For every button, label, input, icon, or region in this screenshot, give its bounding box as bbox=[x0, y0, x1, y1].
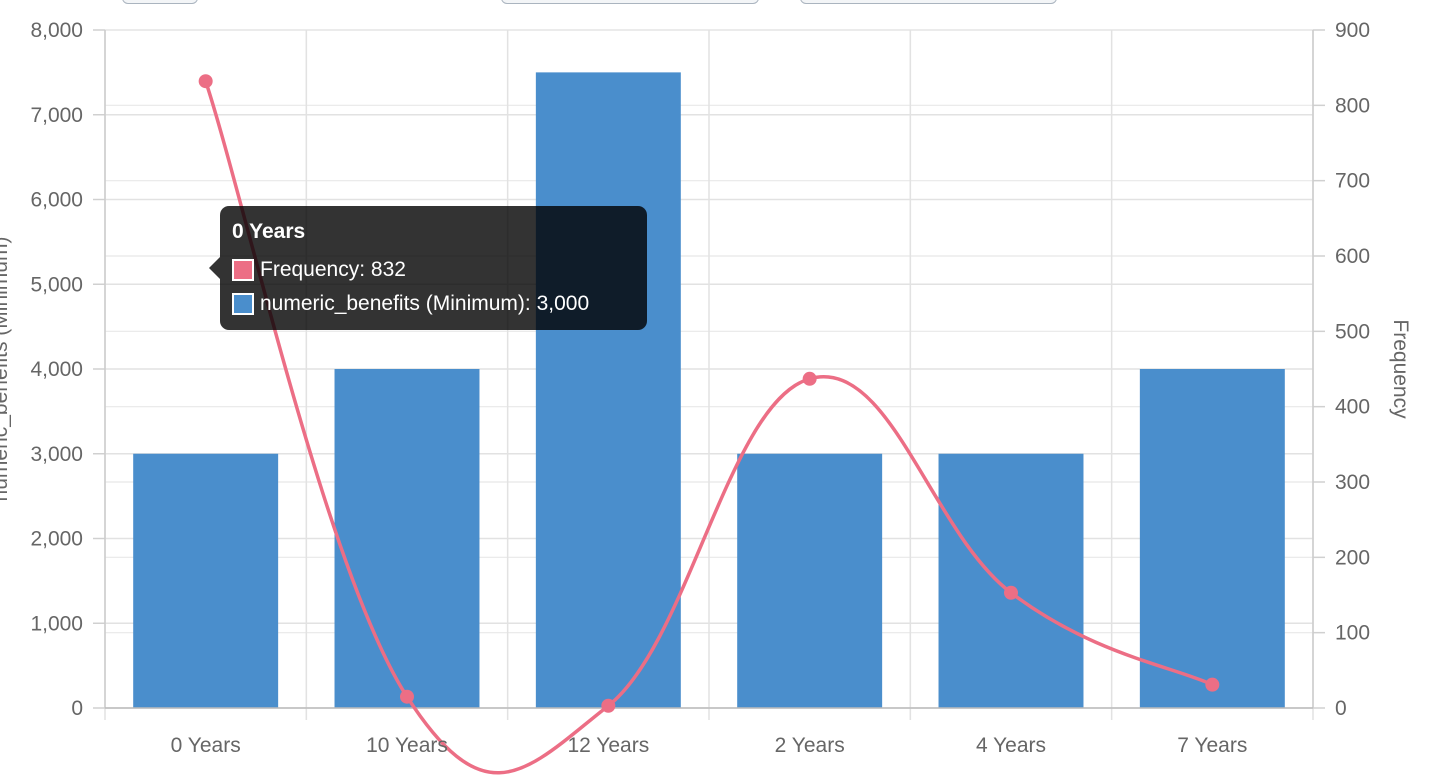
tooltip-row-frequency: Frequency: 832 bbox=[232, 258, 635, 282]
left-tick-label: 7,000 bbox=[30, 104, 83, 127]
tooltip-swatch-benefits bbox=[232, 293, 254, 315]
left-tick-label: 6,000 bbox=[30, 189, 83, 212]
bar-0 bbox=[133, 453, 279, 708]
left-tick-label: 8,000 bbox=[30, 19, 83, 42]
bar-4 bbox=[938, 453, 1084, 708]
right-axis-title: Frequency bbox=[1389, 319, 1412, 419]
right-tick-label: 400 bbox=[1335, 396, 1370, 419]
right-tick-label: 0 bbox=[1335, 697, 1347, 720]
frequency-point-4 bbox=[1004, 585, 1018, 600]
tooltip-swatch-frequency bbox=[232, 259, 254, 281]
frequency-point-5 bbox=[1205, 677, 1220, 692]
right-tick-label: 500 bbox=[1335, 320, 1370, 343]
chart-tooltip: 0 Years Frequency: 832 numeric_benefits … bbox=[220, 206, 647, 330]
tooltip-row-benefits: numeric_benefits (Minimum): 3,000 bbox=[232, 292, 635, 316]
x-axis-ticks: 0 Years 10 Years 12 Years 2 Years 4 Years 7 Y… bbox=[171, 734, 1248, 757]
x-tick-label: 0 Years bbox=[171, 734, 241, 757]
left-tick-label: 2,000 bbox=[30, 528, 83, 551]
right-axis-ticks: 0 100 200 300 400 500 600 700 800 900 bbox=[1335, 19, 1370, 720]
right-tick-label: 800 bbox=[1335, 94, 1370, 117]
left-tick-label: 1,000 bbox=[30, 612, 83, 635]
tooltip-caret bbox=[209, 257, 220, 279]
bar-series bbox=[133, 72, 1285, 708]
tooltip-title: 0 Years bbox=[232, 220, 306, 243]
bar-3 bbox=[737, 453, 883, 708]
bar-2 bbox=[535, 72, 681, 708]
right-tick-label: 200 bbox=[1335, 546, 1370, 569]
axes bbox=[93, 29, 1325, 709]
right-tick-label: 300 bbox=[1335, 471, 1370, 494]
left-tick-label: 0 bbox=[71, 697, 83, 720]
right-tick-label: 100 bbox=[1335, 622, 1370, 645]
x-tick-label: 4 Years bbox=[976, 734, 1046, 757]
left-tick-label: 3,000 bbox=[30, 443, 83, 466]
line-series bbox=[198, 74, 1220, 775]
frequency-point-3 bbox=[802, 371, 817, 386]
right-tick-label: 700 bbox=[1335, 170, 1370, 193]
left-tick-label: 5,000 bbox=[30, 273, 83, 296]
bar-5 bbox=[1139, 369, 1285, 708]
frequency-point-2 bbox=[601, 698, 616, 713]
tooltip-label-frequency: Frequency: 832 bbox=[260, 258, 406, 281]
tooltip-label-benefits: numeric_benefits (Minimum): 3,000 bbox=[260, 292, 590, 315]
x-tick-label: 7 Years bbox=[1177, 734, 1247, 757]
frequency-point-1 bbox=[400, 689, 414, 704]
x-tick-label: 12 Years bbox=[567, 734, 649, 757]
right-tick-label: 900 bbox=[1335, 19, 1370, 42]
x-tick-label: 10 Years bbox=[366, 734, 448, 757]
bar-1 bbox=[334, 369, 480, 708]
left-axis-title: numeric_benefits (Minimum) bbox=[0, 237, 12, 502]
left-axis-ticks: 0 1,000 2,000 3,000 4,000 5,000 6,000 7,000 8,00… bbox=[30, 19, 83, 720]
x-tick-label: 2 Years bbox=[775, 734, 845, 757]
frequency-point-0 bbox=[198, 74, 213, 89]
left-tick-label: 4,000 bbox=[30, 358, 83, 381]
right-tick-label: 600 bbox=[1335, 245, 1370, 268]
